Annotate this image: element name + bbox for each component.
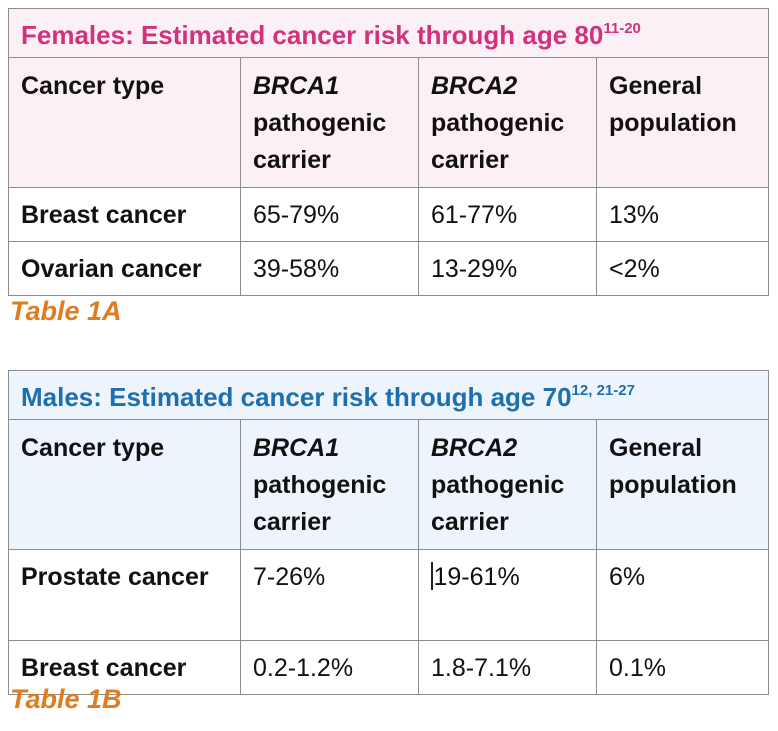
brca2-value: 1.8-7.1%: [418, 640, 597, 695]
header-brca2: BRCA2 pathogenic carrier: [418, 419, 597, 550]
females-risk-table: Females: Estimated cancer risk through a…: [7, 8, 770, 296]
general-value: 13%: [595, 187, 770, 242]
table-row: Ovarian cancer 39-58% 13-29% <2%: [8, 241, 770, 296]
text-cursor: [431, 562, 433, 590]
general-value: 6%: [596, 549, 769, 641]
table-caption: Table 1B: [10, 684, 122, 714]
brca1-value: 7-26%: [240, 549, 419, 641]
brca2-value: 61-77%: [418, 187, 597, 242]
row-label: Ovarian cancer: [8, 241, 241, 296]
header-brca1: BRCA1 pathogenic carrier: [240, 419, 419, 550]
header-cancer-type: Cancer type: [8, 57, 241, 188]
table-title: Females: Estimated cancer risk through a…: [7, 8, 770, 58]
header-cancer-type: Cancer type: [8, 419, 241, 550]
brca2-value: 13-29%: [418, 241, 597, 296]
row-label: Prostate cancer: [8, 549, 241, 641]
general-value: <2%: [595, 241, 770, 296]
brca2-value[interactable]: 19-61%: [418, 549, 597, 641]
title-reference: 12, 21-27: [571, 382, 635, 399]
header-general-population: General population: [595, 57, 770, 188]
table-row: Breast cancer 65-79% 61-77% 13%: [8, 187, 770, 242]
table-row: Breast cancer 0.2-1.2% 1.8-7.1% 0.1%: [8, 640, 769, 695]
header-brca2: BRCA2 pathogenic carrier: [418, 57, 597, 188]
row-label: Breast cancer: [8, 640, 241, 695]
title-reference: 11-20: [603, 20, 641, 37]
table-row: Prostate cancer 7-26% 19-61% 6%: [8, 549, 769, 641]
header-brca1: BRCA1 pathogenic carrier: [240, 57, 419, 188]
table-caption: Table 1A: [10, 296, 122, 326]
brca1-value: 65-79%: [240, 187, 419, 242]
general-value: 0.1%: [596, 640, 769, 695]
brca1-value: 39-58%: [240, 241, 419, 296]
header-general-population: General population: [596, 419, 769, 550]
males-risk-table: Males: Estimated cancer risk through age…: [8, 370, 769, 695]
brca1-value: 0.2-1.2%: [240, 640, 419, 695]
row-label: Breast cancer: [8, 187, 241, 242]
table-title: Males: Estimated cancer risk through age…: [8, 370, 769, 420]
